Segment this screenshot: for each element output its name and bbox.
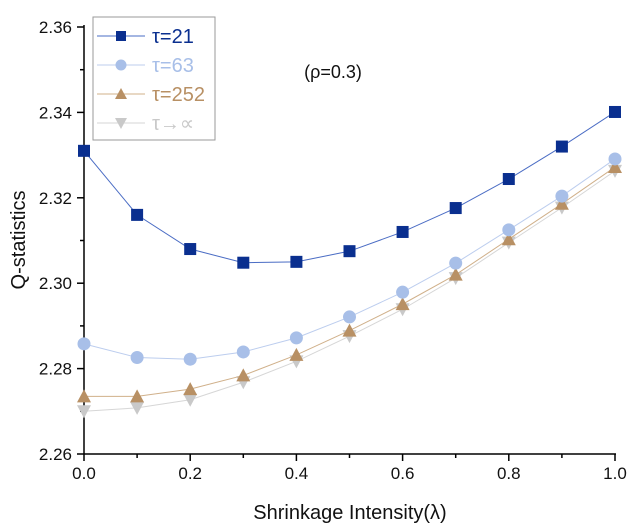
data-point <box>130 401 145 415</box>
data-point <box>396 285 410 299</box>
legend-box <box>92 16 216 141</box>
legend-marker <box>115 88 127 99</box>
data-point <box>554 196 569 210</box>
x-tick-label: 0.2 <box>178 464 202 483</box>
data-point <box>343 245 356 258</box>
y-tick-label: 2.36 <box>39 18 72 37</box>
legend-marker <box>116 31 126 41</box>
x-axis-title: Shrinkage Intensity(λ) <box>253 502 446 524</box>
series-3 <box>77 160 622 403</box>
x-tick-label: 0.8 <box>497 464 521 483</box>
data-point <box>183 393 198 407</box>
axes: 0.0 0.2 0.4 0.6 0.8 1.0 2.26 2.28 2.30 2.32 2.34 2.… <box>39 18 627 483</box>
legend-label: τ=252 <box>152 84 205 106</box>
legend: τ=21 τ=63 τ=252 τ→∝ <box>92 16 216 141</box>
data-point <box>236 368 251 382</box>
data-point <box>395 297 410 311</box>
x-tick-label: 1.0 <box>603 464 627 483</box>
series-line <box>83 170 616 412</box>
data-point <box>290 255 303 268</box>
data-point <box>237 256 250 269</box>
y-tick-label: 2.34 <box>39 103 72 122</box>
data-point <box>131 208 144 221</box>
data-point <box>449 202 462 215</box>
y-axis-title: Q-statistics <box>8 191 30 290</box>
data-point <box>183 382 198 396</box>
series-4 <box>77 164 622 419</box>
legend-item: τ=21 <box>97 26 194 48</box>
x-tick-label: 0.4 <box>285 464 309 483</box>
data-point <box>289 347 304 361</box>
data-point <box>343 310 356 324</box>
legend-item: τ→∝ <box>97 113 194 135</box>
data-point <box>608 160 622 174</box>
legend-item: τ=63 <box>97 55 194 77</box>
data-point <box>449 256 463 270</box>
legend-item: τ=252 <box>97 84 205 106</box>
data-point <box>77 389 91 403</box>
series-line <box>84 166 616 397</box>
data-point <box>396 225 409 238</box>
y-tick-label: 2.26 <box>39 445 72 464</box>
data-point <box>77 405 91 419</box>
data-point <box>77 337 91 351</box>
data-point <box>183 352 197 366</box>
legend-label: τ→∝ <box>152 113 194 135</box>
data-point <box>130 350 144 364</box>
series-2 <box>77 152 622 366</box>
data-point <box>555 140 568 153</box>
series-1 <box>78 105 621 269</box>
y-tick-label: 2.32 <box>39 189 72 208</box>
x-tick-label: 0.6 <box>391 464 415 483</box>
data-point <box>78 144 90 157</box>
data-point <box>608 152 622 166</box>
data-point <box>289 331 303 345</box>
legend-marker <box>115 118 127 129</box>
legend-label: τ=63 <box>152 55 194 77</box>
series-layer <box>77 105 622 419</box>
legend-label: τ=21 <box>152 26 194 48</box>
legend-marker <box>115 59 127 71</box>
data-point <box>502 173 515 186</box>
data-point <box>448 267 463 281</box>
data-point <box>502 223 516 237</box>
data-point <box>184 243 197 256</box>
data-point <box>130 389 145 403</box>
data-point <box>609 105 621 118</box>
rho-annotation: (ρ=0.3) <box>304 62 362 82</box>
data-point <box>555 189 569 203</box>
x-tick-label: 0.0 <box>72 464 96 483</box>
data-point <box>342 323 357 337</box>
y-tick-label: 2.30 <box>39 274 72 293</box>
data-point <box>501 232 516 246</box>
data-point <box>236 345 250 359</box>
y-tick-label: 2.28 <box>39 360 72 379</box>
